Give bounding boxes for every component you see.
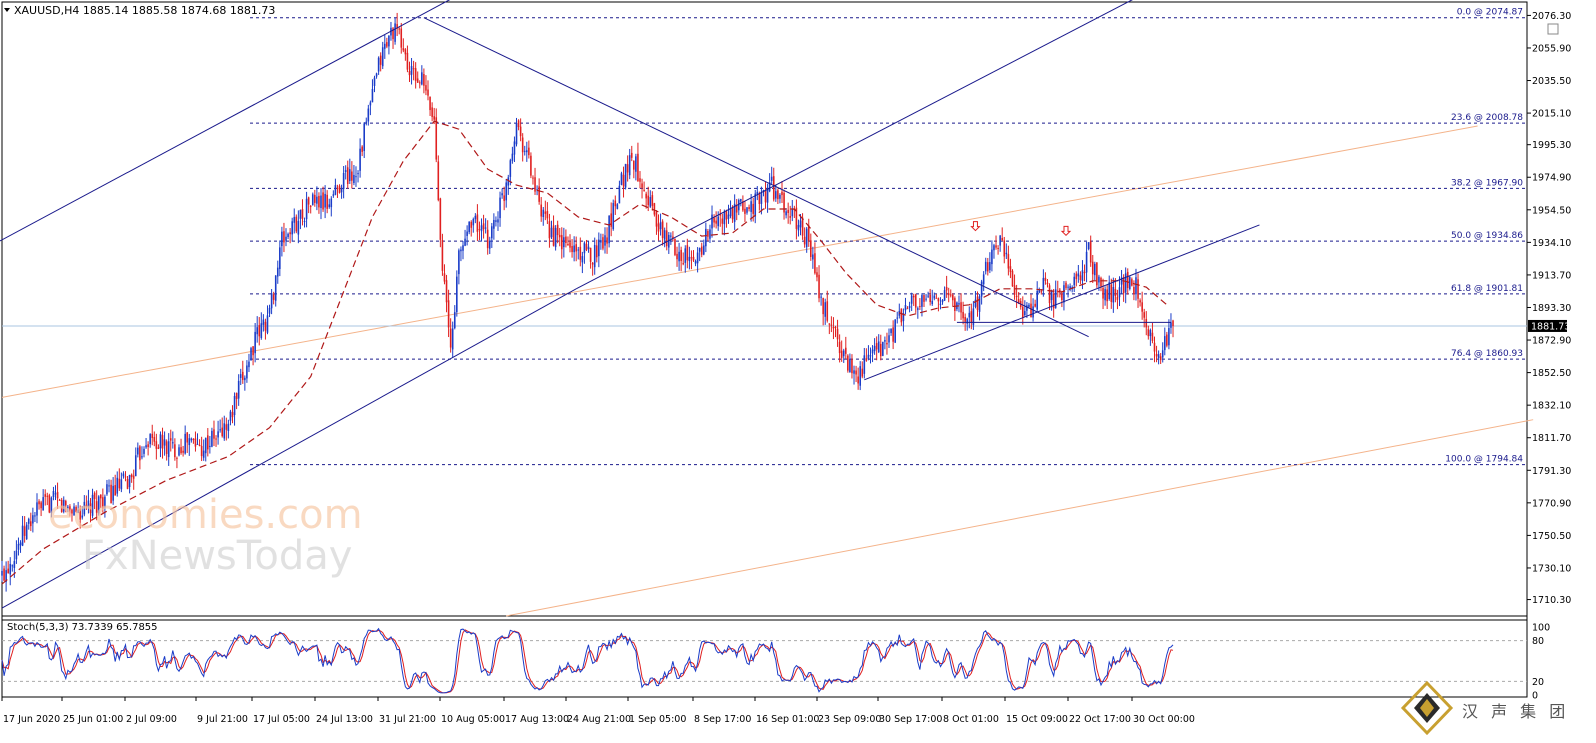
y-tick-label: 1730.10	[1532, 563, 1571, 574]
x-tick-label: 15 Oct 09:00	[1006, 714, 1068, 725]
x-tick-label: 2 Jul 09:00	[126, 714, 177, 725]
y-tick-label: 1832.10	[1532, 401, 1571, 412]
y-tick-label: 2055.90	[1532, 43, 1571, 54]
x-tick-label: 17 Jun 2020	[3, 714, 60, 725]
y-tick-label: 2015.10	[1532, 109, 1571, 120]
trendline-breakout-rising	[575, 0, 1133, 290]
fib-level-label: 0.0 @ 2074.87	[1457, 8, 1523, 18]
fib-level-label: 61.8 @ 1901.81	[1451, 284, 1523, 294]
x-tick-label: 17 Jul 05:00	[253, 714, 310, 725]
y-tick-label: 1974.90	[1532, 173, 1571, 184]
stoch-axis-label: 80	[1532, 636, 1544, 647]
y-tick-label: 1770.90	[1532, 498, 1571, 509]
watermark-economies: economies.com	[48, 492, 363, 538]
x-tick-label: 24 Jul 13:00	[316, 714, 373, 725]
y-tick-label: 1913.70	[1532, 270, 1571, 281]
moving-average-line	[1, 120, 1168, 585]
x-tick-label: 31 Jul 21:00	[379, 714, 436, 725]
down-arrow-marker-icon	[1060, 225, 1072, 237]
stoch-axis-label: 100	[1532, 623, 1550, 634]
y-tick-label: 1934.10	[1532, 238, 1571, 249]
stoch-main-line	[1, 627, 1174, 694]
channel-line-orange-lower	[506, 419, 1534, 617]
logo-text: 汉 声 集 团	[1462, 702, 1569, 721]
fib-level-label: 100.0 @ 1794.84	[1445, 455, 1523, 465]
x-tick-label: 1 Sep 05:00	[629, 714, 686, 725]
x-tick-label: 24 Aug 21:00	[567, 714, 631, 725]
x-tick-label: 9 Jul 21:00	[197, 714, 248, 725]
hansheng-logo-icon	[1400, 680, 1454, 736]
x-tick-label: 30 Sep 17:00	[879, 714, 942, 725]
watermark-fxnewstoday: FxNewsToday	[82, 533, 352, 579]
x-tick-label: 8 Oct 01:00	[943, 714, 999, 725]
y-tick-label: 1750.50	[1532, 531, 1571, 542]
y-tick-label: 1872.90	[1532, 336, 1571, 347]
trendline-channel-lower	[1, 288, 577, 609]
current-price-tag	[1528, 319, 1567, 332]
y-tick-label: 1710.30	[1532, 595, 1571, 606]
trendline-triangle-upper	[423, 17, 1089, 338]
y-tick-label: 1852.50	[1532, 368, 1571, 379]
x-tick-label: 10 Aug 05:00	[441, 714, 505, 725]
channel-line-orange-upper	[1, 125, 1478, 398]
fib-level-label: 50.0 @ 1934.86	[1451, 231, 1523, 241]
y-tick-label: 1811.70	[1532, 433, 1571, 444]
y-tick-label: 2035.50	[1532, 76, 1571, 87]
stoch-axis-label: 0	[1532, 691, 1538, 702]
x-tick-label: 25 Jun 01:00	[63, 714, 123, 725]
y-tick-label: 1995.30	[1532, 140, 1571, 151]
y-tick-label: 1893.30	[1532, 303, 1571, 314]
stoch-label: Stoch(5,3,3) 73.7339 65.7855	[7, 622, 158, 633]
y-tick-label: 1954.50	[1532, 205, 1571, 216]
x-tick-label: 23 Sep 09:00	[818, 714, 881, 725]
y-tick-label: 1791.30	[1532, 466, 1571, 477]
y-tick-label: 2076.30	[1532, 11, 1571, 22]
symbol-info: XAUUSD,H4 1885.14 1885.58 1874.68 1881.7…	[14, 4, 275, 17]
x-tick-label: 8 Sep 17:00	[694, 714, 751, 725]
trendline-channel-upper	[0, 0, 451, 242]
fib-level-label: 23.6 @ 2008.78	[1451, 113, 1523, 123]
symbol-dropdown-icon[interactable]	[4, 8, 10, 12]
stoch-signal-line	[1, 629, 1174, 694]
fib-level-label: 38.2 @ 1967.90	[1451, 178, 1523, 188]
plot-frame	[1, 1, 1528, 698]
x-tick-label: 17 Aug 13:00	[505, 714, 569, 725]
fib-level-label: 76.4 @ 1860.93	[1451, 349, 1523, 359]
trendline-rising-support	[864, 224, 1260, 381]
stoch-axis-label: 20	[1532, 677, 1544, 688]
x-tick-label: 16 Sep 01:00	[756, 714, 819, 725]
x-tick-label: 22 Oct 17:00	[1069, 714, 1131, 725]
current-price-tag-label: 1881.73	[1531, 321, 1570, 332]
x-tick-label: 30 Oct 00:00	[1133, 714, 1195, 725]
scale-toggle-icon	[1547, 23, 1559, 35]
down-arrow-marker-icon	[970, 221, 981, 232]
